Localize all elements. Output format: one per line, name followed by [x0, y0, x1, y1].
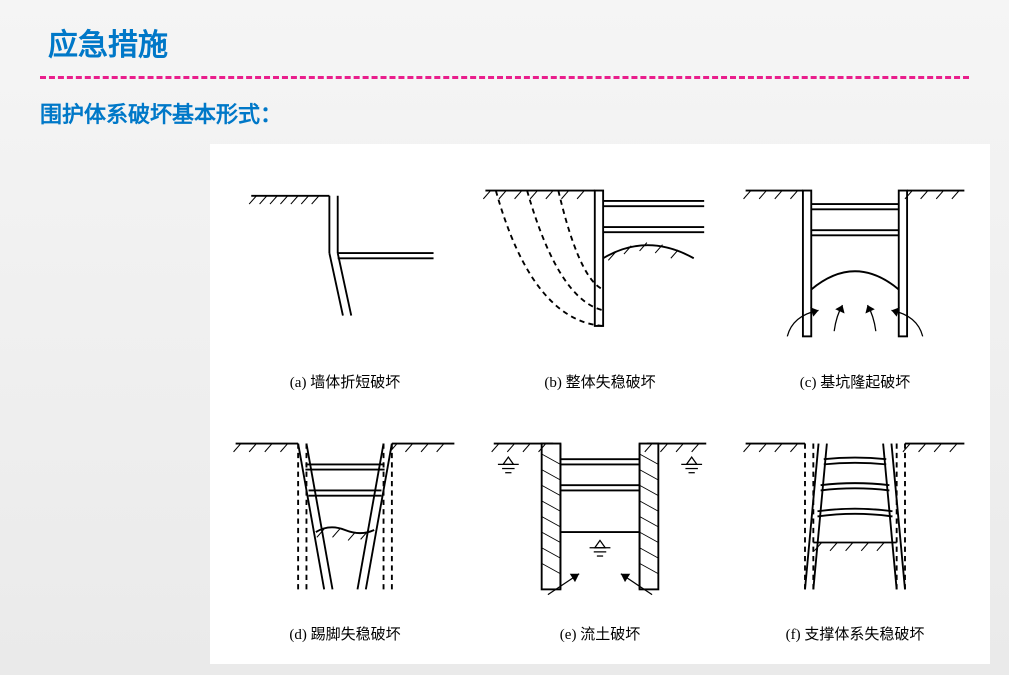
section-divider [40, 76, 969, 79]
diagram-svg-e [475, 407, 725, 616]
diagram-svg-c [730, 154, 980, 363]
diagram-caption-f: (f) 支撑体系失稳破坏 [786, 623, 925, 644]
diagram-svg-a [220, 154, 470, 363]
diagram-cell-b: (b) 整体失稳破坏 [475, 154, 725, 402]
diagram-caption-b: (b) 整体失稳破坏 [544, 371, 655, 392]
diagram-svg-d [220, 407, 470, 616]
diagram-panel: (a) 墙体折短破坏 [210, 144, 990, 664]
diagram-cell-a: (a) 墙体折短破坏 [220, 154, 470, 402]
diagram-cell-f: (f) 支撑体系失稳破坏 [730, 407, 980, 655]
diagram-cell-d: (d) 踢脚失稳破坏 [220, 407, 470, 655]
diagram-svg-f [730, 407, 980, 616]
diagram-svg-b [475, 154, 725, 363]
diagram-caption-c: (c) 基坑隆起破坏 [800, 371, 910, 392]
diagram-caption-a: (a) 墙体折短破坏 [290, 371, 400, 392]
diagram-cell-e: (e) 流土破坏 [475, 407, 725, 655]
diagram-caption-e: (e) 流土破坏 [560, 623, 640, 644]
page-title: 应急措施 [40, 20, 969, 64]
section-subtitle: 围护体系破坏基本形式： [40, 97, 969, 129]
diagram-caption-d: (d) 踢脚失稳破坏 [289, 623, 400, 644]
diagram-grid: (a) 墙体折短破坏 [220, 154, 980, 654]
diagram-cell-c: (c) 基坑隆起破坏 [730, 154, 980, 402]
